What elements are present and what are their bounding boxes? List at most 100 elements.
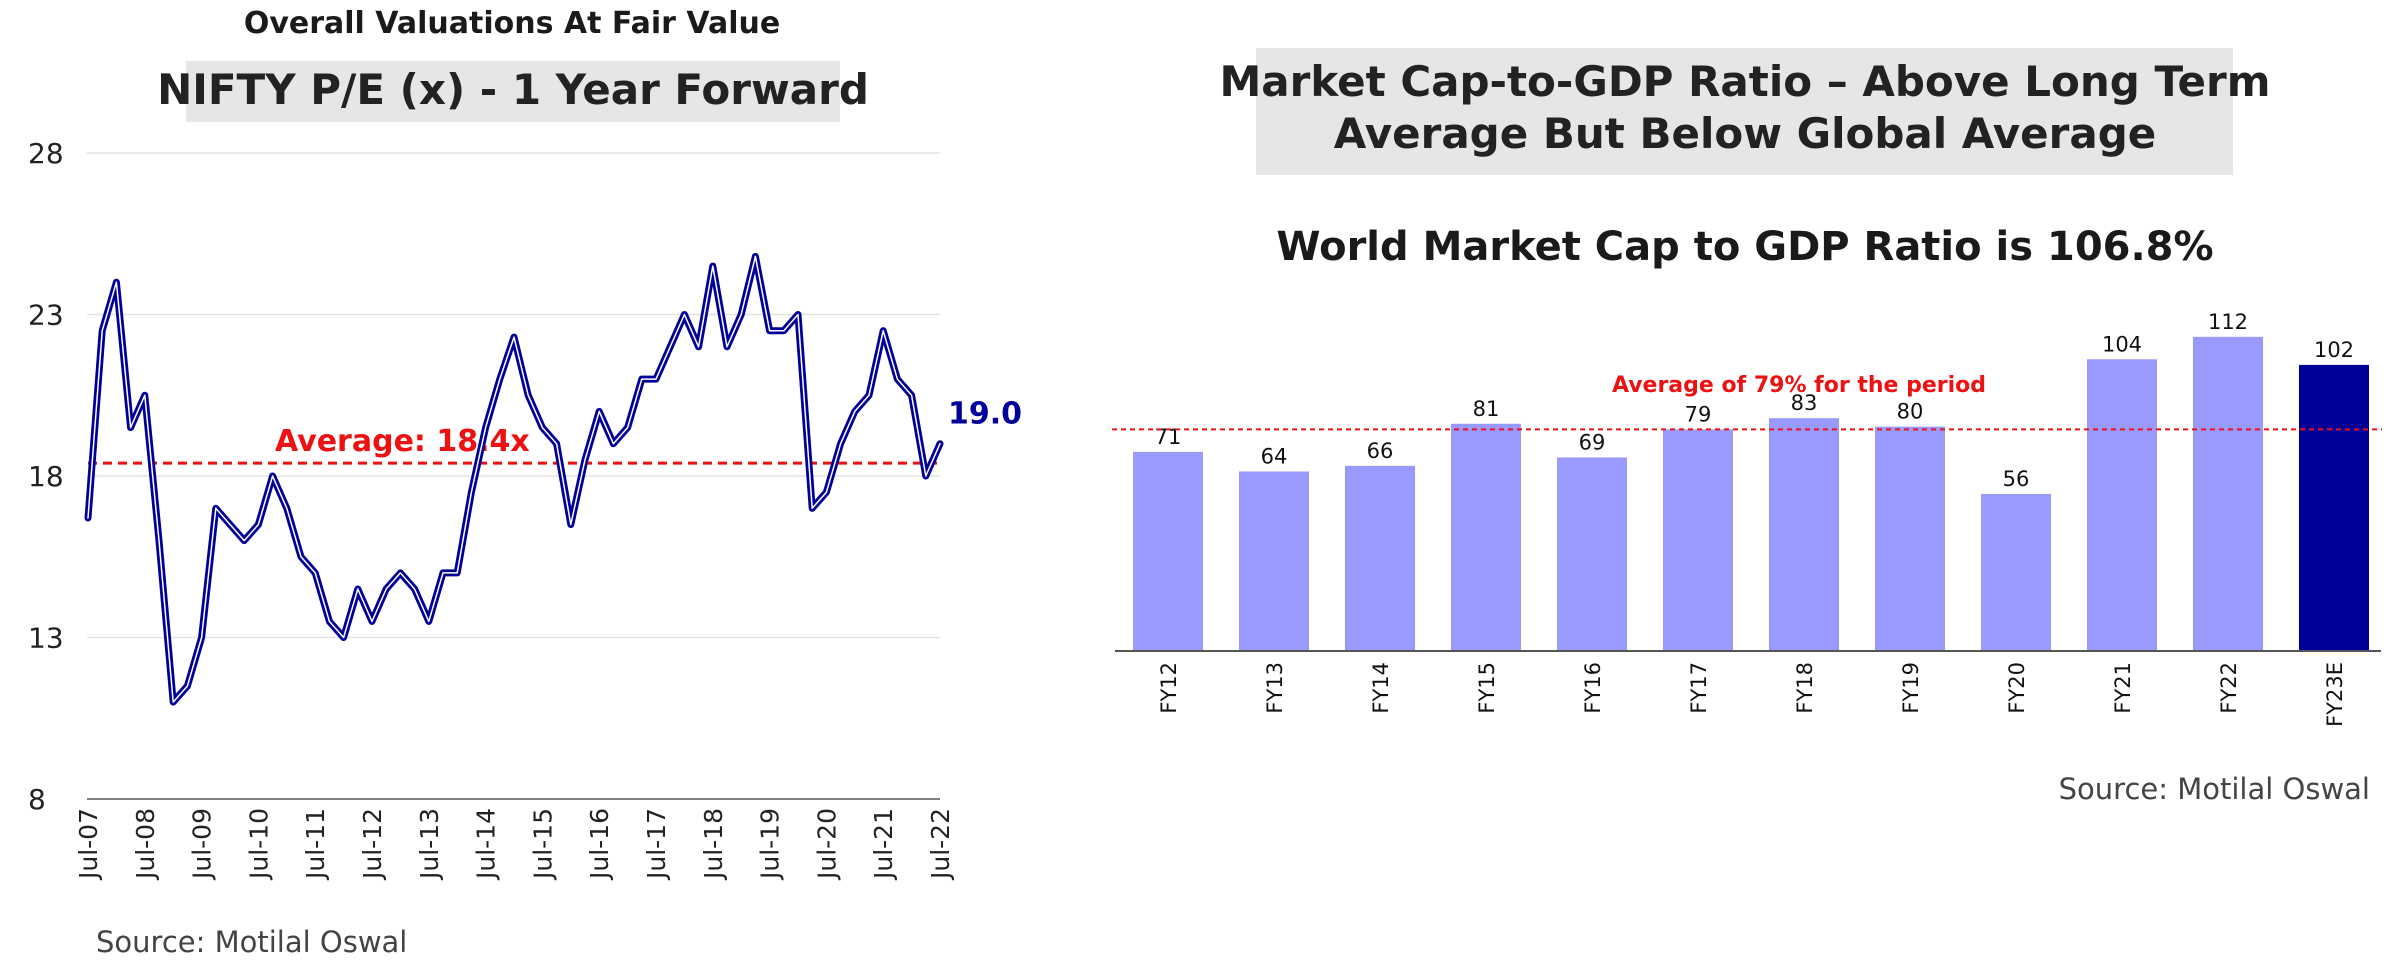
bar-fy17 (1663, 429, 1733, 651)
pe-x-tick-label: Jul-08 (131, 808, 160, 881)
bar-x-tick: FY17 (1687, 662, 1711, 714)
pe-x-tick-label: Jul-16 (585, 808, 614, 881)
bar-category-label: FY23E (2323, 662, 2347, 727)
pe-y-tick-label: 28 (28, 137, 64, 170)
pe-y-tick-label: 8 (28, 783, 46, 816)
pe-x-tick-label: Jul-11 (301, 808, 330, 881)
bar-x-tick: FY15 (1475, 662, 1499, 714)
bar-value-label: 80 (1897, 400, 1924, 424)
pe-x-tick: Jul-22 (926, 808, 955, 881)
bar-value-label: 102 (2314, 338, 2354, 362)
pe-source: Source: Motilal Oswal (96, 925, 407, 959)
mcap-subtitle: World Market Cap to GDP Ratio is 106.8% (1276, 224, 2213, 270)
bar-fy22 (2193, 336, 2263, 651)
bar-x-tick: FY20 (2005, 662, 2029, 714)
pe-x-tick: Jul-07 (74, 808, 103, 881)
pe-x-tick: Jul-08 (131, 808, 160, 881)
pe-y-tick-label: 23 (28, 299, 64, 332)
pe-x-tick: Jul-21 (869, 808, 898, 881)
bar-fy15 (1451, 423, 1521, 651)
pe-x-tick-label: Jul-10 (244, 808, 273, 881)
mcap-title-box (1256, 48, 2233, 175)
pe-x-tick: Jul-16 (585, 808, 614, 881)
mcap-average-label: Average of 79% for the period (1612, 373, 1986, 398)
bar-value-label: 81 (1473, 397, 1500, 421)
bar-category-label: FY18 (1793, 662, 1817, 714)
pe-x-tick-label: Jul-13 (415, 808, 444, 881)
bar-category-label: FY16 (1581, 662, 1605, 714)
bar-value-label: 64 (1261, 444, 1288, 468)
bar-fy19 (1875, 426, 1945, 651)
pe-x-tick: Jul-13 (415, 808, 444, 881)
bar-fy12 (1133, 451, 1203, 651)
pe-x-tick-label: Jul-22 (926, 808, 955, 881)
pe-x-tick: Jul-17 (642, 808, 671, 881)
pe-x-tick-label: Jul-14 (472, 808, 501, 881)
pe-y-tick-labels: 28 23 18 13 8 (28, 137, 64, 816)
bar-x-tick: FY18 (1793, 662, 1817, 714)
pe-end-value-label: 19.0 (948, 397, 1022, 432)
bar-value-label: 69 (1579, 430, 1606, 454)
pe-title: NIFTY P/E (x) - 1 Year Forward (157, 65, 869, 114)
pe-x-tick-labels: Jul-07 Jul-08 Jul-09 Jul-10 Jul-11 Jul-12 Jul-… (74, 808, 955, 881)
pe-x-tick: Jul-14 (472, 808, 501, 881)
mcap-gdp-chart: Market Cap-to-GDP Ratio – Above Long Ter… (1112, 48, 2382, 806)
pe-x-tick-label: Jul-20 (812, 808, 841, 881)
pe-x-tick-label: Jul-21 (869, 808, 898, 881)
mcap-title-line-1: Market Cap-to-GDP Ratio – Above Long Ter… (1219, 57, 2270, 106)
pe-x-tick-label: Jul-12 (358, 808, 387, 881)
bar-fy18 (1769, 418, 1839, 651)
bar-value-label: 79 (1685, 402, 1712, 426)
bar-category-label: FY12 (1157, 662, 1181, 714)
bar-x-tick: FY13 (1263, 662, 1287, 714)
bar-x-tick: FY16 (1581, 662, 1605, 714)
pe-x-tick: Jul-15 (528, 808, 557, 881)
bar-fy14 (1345, 465, 1415, 651)
mcap-bars: 71FY1264FY1366FY1481FY1569FY1679FY1783FY… (1133, 310, 2369, 727)
bar-fy23e (2299, 364, 2369, 651)
pe-x-tick: Jul-09 (188, 808, 217, 881)
bar-x-tick: FY12 (1157, 662, 1181, 714)
pe-x-tick: Jul-20 (812, 808, 841, 881)
pe-x-tick: Jul-11 (301, 808, 330, 881)
pe-average-label: Average: 18.4x (275, 424, 530, 459)
bar-x-tick: FY21 (2111, 662, 2135, 714)
bar-value-label: 83 (1791, 391, 1818, 415)
bar-fy13 (1239, 471, 1309, 651)
pe-series-line-highlight (87, 255, 941, 703)
pe-x-tick: Jul-10 (244, 808, 273, 881)
mcap-source: Source: Motilal Oswal (2059, 772, 2370, 806)
bar-category-label: FY15 (1475, 662, 1499, 714)
pe-x-tick-label: Jul-18 (699, 808, 728, 881)
bar-value-label: 104 (2102, 332, 2142, 356)
pe-title-box (186, 61, 840, 122)
bar-value-label: 112 (2208, 310, 2248, 334)
pe-x-tick-label: Jul-19 (756, 808, 785, 881)
pe-series-line-outline (84, 252, 944, 706)
bar-fy16 (1557, 457, 1627, 651)
bar-fy20 (1981, 493, 2051, 651)
bar-value-label: 66 (1367, 439, 1394, 463)
pe-chart: Overall Valuations At Fair Value NIFTY P… (28, 6, 1022, 959)
pe-x-tick: Jul-18 (699, 808, 728, 881)
pe-gridlines (87, 152, 940, 639)
bar-category-label: FY19 (1899, 662, 1923, 714)
bar-category-label: FY14 (1369, 662, 1393, 714)
bar-x-tick: FY23E (2323, 662, 2347, 727)
bar-x-tick: FY22 (2217, 662, 2241, 714)
bar-category-label: FY13 (1263, 662, 1287, 714)
pe-y-tick-label: 18 (28, 460, 64, 493)
pe-x-tick: Jul-12 (358, 808, 387, 881)
bar-category-label: FY20 (2005, 662, 2029, 714)
bar-x-tick: FY19 (1899, 662, 1923, 714)
bar-x-tick: FY14 (1369, 662, 1393, 714)
bar-category-label: FY21 (2111, 662, 2135, 714)
pe-x-tick-label: Jul-17 (642, 808, 671, 881)
pe-x-tick-label: Jul-15 (528, 808, 557, 881)
bar-category-label: FY17 (1687, 662, 1711, 714)
mcap-title-line-2: Average But Below Global Average (1334, 109, 2157, 158)
pe-x-tick-label: Jul-09 (188, 808, 217, 881)
pe-x-tick-label: Jul-07 (74, 808, 103, 881)
bar-category-label: FY22 (2217, 662, 2241, 714)
bar-fy21 (2087, 359, 2157, 651)
